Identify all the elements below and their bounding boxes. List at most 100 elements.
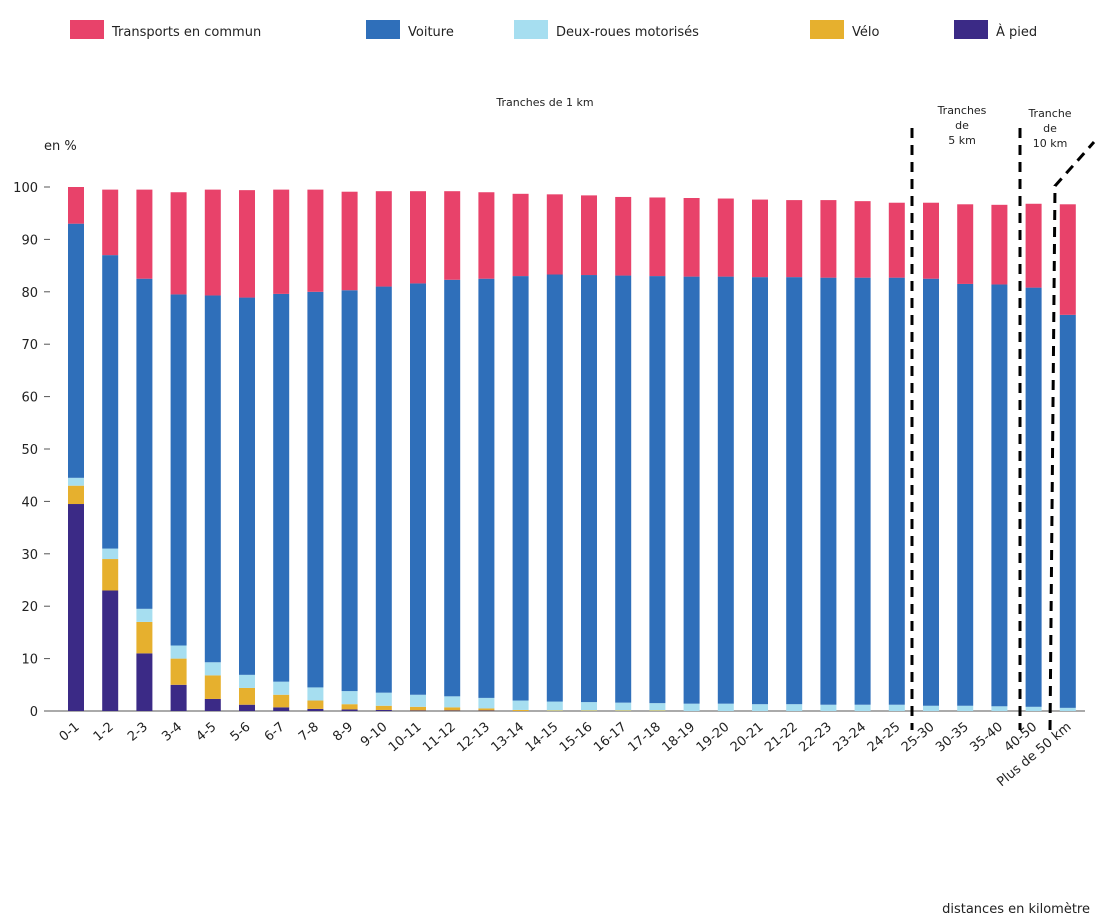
x-tick-label-2-3: 2-3 [125, 720, 151, 745]
x-tick-label-10-11: 10-11 [386, 720, 425, 756]
x-tick-label-11-12: 11-12 [420, 720, 459, 756]
x-tick-label-3-4: 3-4 [159, 720, 185, 745]
bar-segment-voiture-21-22 [786, 277, 803, 705]
bar-segment-a-pied-6-7 [273, 707, 290, 711]
bar-segment-voiture-plus-de-50-km [1059, 314, 1076, 708]
x-tick-label-25-30: 25-30 [899, 720, 938, 756]
annotation-10km-line: 10 km [1033, 137, 1068, 150]
bar-segment-deux-roues-motorises-30-35 [957, 705, 974, 711]
y-axis: 0 10 20 30 40 50 60 70 80 90 100 [13, 181, 50, 720]
bar-segment-transports-en-commun-10-11 [410, 191, 426, 284]
bar-segment-voiture-35-40 [991, 284, 1008, 707]
bar-segment-transports-en-commun-17-18 [649, 197, 666, 277]
bar-segment-transports-en-commun-14-15 [546, 194, 563, 275]
bar-segment-transports-en-commun-16-17 [615, 196, 632, 276]
bar-segment-transports-en-commun-0-1 [68, 187, 84, 224]
bar-segment-deux-roues-motorises-14-15 [546, 701, 563, 711]
y-tick-label: 60 [21, 391, 38, 406]
annotation-5km-line: 5 km [948, 134, 976, 147]
bar-segment-transports-en-commun-20-21 [752, 199, 768, 278]
bar-segment-transports-en-commun-9-10 [375, 191, 392, 287]
y-axis-label: en % [44, 139, 77, 154]
bar-segment-transports-en-commun-5-6 [239, 190, 255, 298]
bar-segment-velo-0-1 [68, 485, 84, 505]
x-tick-label-21-22: 21-22 [762, 720, 801, 756]
x-tick-label-16-17: 16-17 [591, 720, 630, 756]
x-tick-label-18-19: 18-19 [660, 720, 699, 756]
bar-segment-transports-en-commun-40-50 [1025, 203, 1042, 288]
bar-segment-voiture-30-35 [957, 283, 974, 706]
bar-segment-voiture-18-19 [683, 276, 700, 704]
bar-segment-deux-roues-motorises-1-2 [102, 548, 119, 560]
bar-segment-voiture-11-12 [444, 279, 461, 697]
bar-segment-a-pied-3-4 [170, 684, 187, 711]
bar-segment-deux-roues-motorises-0-1 [68, 477, 84, 486]
bar-segment-transports-en-commun-23-24 [854, 201, 871, 278]
bar-segment-deux-roues-motorises-19-20 [717, 703, 734, 711]
bar-segment-voiture-8-9 [341, 290, 358, 692]
annotation-5km-line: Tranches [937, 104, 987, 117]
bar-segment-voiture-16-17 [615, 275, 632, 703]
x-tick-label-8-9: 8-9 [330, 720, 356, 745]
bar-segment-transports-en-commun-30-35 [957, 204, 974, 284]
y-tick-label: 80 [21, 286, 38, 301]
bar-segment-voiture-20-21 [752, 277, 768, 705]
x-tick-label-23-24: 23-24 [831, 720, 870, 756]
bar-segment-transports-en-commun-19-20 [717, 198, 734, 277]
legend-swatch-a-pied [954, 20, 988, 39]
bar-segment-voiture-5-6 [239, 297, 255, 675]
bar-segment-deux-roues-motorises-plus-de-50-km [1059, 707, 1076, 711]
bar-segment-a-pied-7-8 [307, 708, 324, 711]
x-tick-label-4-5: 4-5 [193, 720, 219, 745]
bar-segment-voiture-0-1 [68, 223, 84, 478]
bar-segment-deux-roues-motorises-18-19 [683, 703, 700, 711]
bar-segment-voiture-17-18 [649, 276, 666, 704]
bar-segment-velo-8-9 [341, 704, 358, 710]
legend-swatch-transports-en-commun [70, 20, 104, 39]
bar-segment-a-pied-8-9 [341, 709, 358, 711]
bar-segment-deux-roues-motorises-6-7 [273, 681, 290, 695]
bar-segment-voiture-13-14 [512, 276, 529, 701]
y-tick-label: 70 [21, 338, 38, 353]
annotation-1km: Tranches de 1 km [495, 96, 593, 109]
annotation-5km: Tranches de 5 km [937, 104, 987, 147]
bar-segment-velo-14-15 [546, 710, 563, 711]
y-tick-label: 40 [21, 495, 38, 510]
bar-segment-voiture-24-25 [888, 277, 905, 705]
x-tick-label-1-2: 1-2 [91, 720, 117, 745]
bar-segment-deux-roues-motorises-2-3 [136, 608, 153, 622]
bar-segment-deux-roues-motorises-3-4 [170, 645, 187, 659]
bar-segment-deux-roues-motorises-21-22 [786, 704, 803, 711]
bar-segment-transports-en-commun-8-9 [341, 191, 358, 291]
bar-segment-a-pied-2-3 [136, 653, 153, 711]
bar-segment-velo-12-13 [478, 708, 495, 711]
bar-segment-voiture-4-5 [204, 295, 221, 663]
bar-segment-deux-roues-motorises-23-24 [854, 704, 871, 711]
x-tick-label-35-40: 35-40 [967, 720, 1006, 756]
bar-segment-transports-en-commun-12-13 [478, 192, 495, 279]
bar-segment-deux-roues-motorises-15-16 [581, 702, 597, 711]
legend-label-voiture: Voiture [408, 25, 454, 40]
bar-segment-deux-roues-motorises-20-21 [752, 704, 768, 711]
y-tick-label: 0 [30, 705, 38, 720]
bar-segment-deux-roues-motorises-25-30 [923, 705, 939, 711]
bar-segment-a-pied-0-1 [68, 504, 84, 711]
bar-segment-velo-9-10 [375, 705, 392, 710]
legend: Transports en commun Voiture Deux-roues mo… [70, 20, 1037, 40]
bar-segment-voiture-19-20 [717, 276, 734, 704]
bar-segment-velo-3-4 [170, 658, 187, 685]
annotation-10km: Tranche de 10 km [1027, 107, 1071, 150]
bar-segment-voiture-25-30 [923, 278, 939, 706]
bar-segment-deux-roues-motorises-40-50 [1025, 706, 1042, 711]
bar-segment-a-pied-9-10 [375, 709, 392, 711]
legend-label-velo: Vélo [852, 25, 879, 40]
bar-segment-deux-roues-motorises-13-14 [512, 700, 529, 710]
x-tick-label-30-35: 30-35 [933, 720, 972, 756]
bar-segment-transports-en-commun-24-25 [888, 202, 905, 278]
legend-label-deux-roues-motorises: Deux-roues motorisés [556, 25, 699, 40]
bars [68, 187, 1076, 711]
bar-segment-velo-4-5 [204, 675, 221, 699]
legend-swatch-voiture [366, 20, 400, 39]
bar-segment-voiture-9-10 [375, 286, 392, 693]
x-tick-label-14-15: 14-15 [523, 720, 562, 756]
